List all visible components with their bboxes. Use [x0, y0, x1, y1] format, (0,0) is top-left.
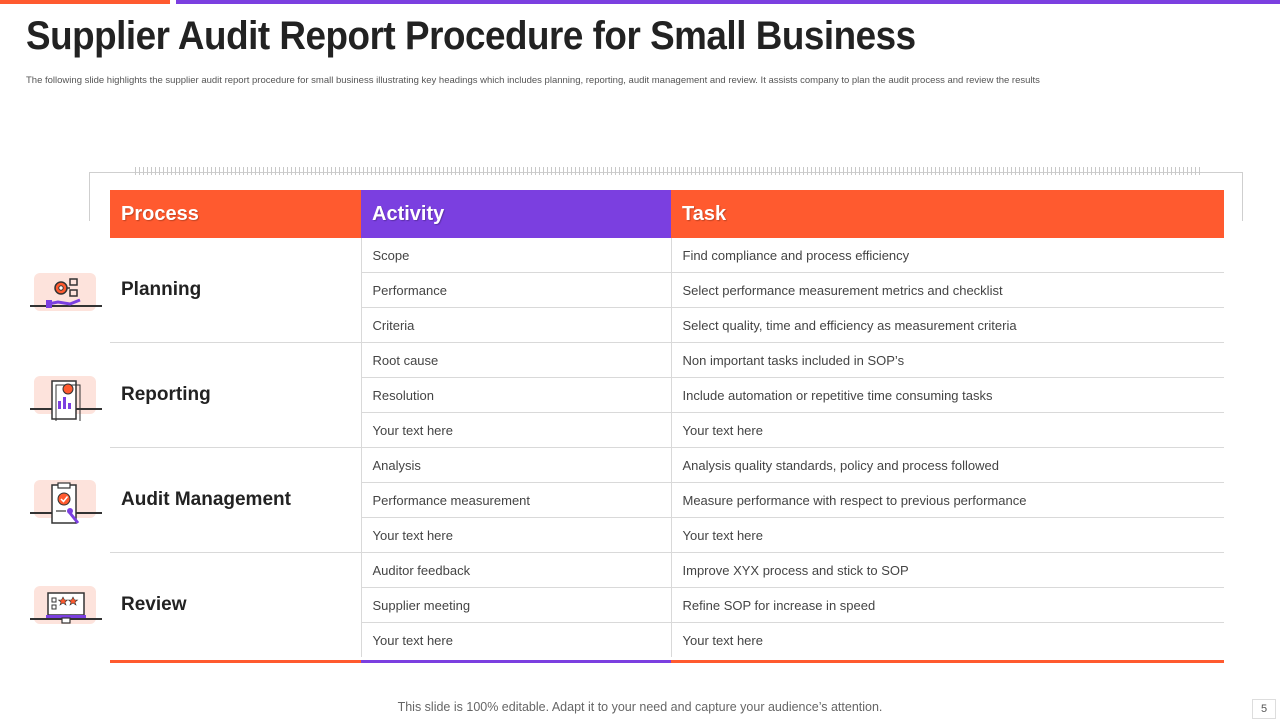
bottom-accent-process — [110, 660, 361, 663]
top-accent-orange — [0, 0, 170, 4]
activity-cell: Performance — [360, 272, 672, 308]
audit-procedure-table: Process Activity Task Planning Scope Find … — [110, 190, 1224, 657]
task-cell: Your text here — [682, 632, 763, 648]
slide-title: Supplier Audit Report Procedure for Smal… — [26, 14, 916, 58]
activity-cell: Your text here — [360, 622, 672, 657]
task-cell: Refine SOP for increase in speed — [671, 587, 1224, 623]
task-cell: Include automation or repetitive time co… — [671, 377, 1224, 413]
task-cell: Find compliance and process efficiency — [671, 238, 1224, 273]
table-row: Your text here Your text here — [110, 517, 1224, 553]
page-number: 5 — [1252, 699, 1276, 719]
activity-cell: Your text here — [360, 517, 672, 553]
activity-cell: Your text here — [360, 412, 672, 448]
table-row: Review Auditor feedback Improve XYX proces… — [110, 552, 1224, 615]
frame-hatch — [135, 167, 1203, 175]
footer-note: This slide is 100% editable. Adapt it to… — [397, 700, 883, 714]
activity-cell: Performance measurement — [360, 482, 672, 518]
audit-clipboard-icon — [30, 480, 102, 524]
task-cell: Analysis quality standards, policy and p… — [671, 447, 1224, 483]
task-cell: Select quality, time and efficiency as m… — [671, 307, 1224, 343]
task-cell: Your text here — [671, 412, 1224, 448]
table-row: Your text here Your text here — [110, 412, 1224, 448]
header-process: Process — [110, 190, 361, 238]
activity-cell: Auditor feedback — [360, 552, 672, 588]
task-cell: Select performance measurement metrics a… — [671, 272, 1224, 308]
activity-cell: Root cause — [360, 342, 672, 378]
activity-cell: Analysis — [360, 447, 672, 483]
table-row: Supplier meeting Refine SOP for increase … — [110, 587, 1224, 623]
table-row: Your text here Your text here — [110, 622, 1224, 657]
top-accent-purple — [176, 0, 1280, 4]
header-task: Task — [671, 190, 1224, 238]
activity-cell: Scope — [360, 238, 672, 273]
process-cell: Review — [121, 594, 187, 615]
table-row: Audit Management Analysis Analysis quality… — [110, 447, 1224, 553]
activity-cell: Criteria — [360, 307, 672, 343]
task-cell: Measure performance with respect to prev… — [671, 482, 1224, 518]
process-cell: Planning — [110, 238, 361, 343]
bottom-accent-activity — [361, 660, 671, 663]
table-row: Performance measurement Measure performan… — [110, 482, 1224, 518]
table-row: Resolution Include automation or repetiti… — [110, 377, 1224, 413]
bottom-accent-task — [671, 660, 1224, 663]
table-row: Performance Select performance measuremen… — [110, 272, 1224, 308]
task-cell: Your text here — [671, 517, 1224, 553]
gear-hand-icon — [30, 273, 102, 317]
process-cell: Audit Management — [110, 447, 361, 553]
slide-subtitle: The following slide highlights the suppl… — [26, 75, 1040, 86]
report-chart-icon — [30, 376, 102, 421]
task-cell: Improve XYX process and stick to SOP — [671, 552, 1224, 588]
task-cell: Non important tasks included in SOP’s — [671, 342, 1224, 378]
monitor-rating-icon — [30, 586, 102, 630]
table-header-row: Process Activity Task — [110, 190, 1224, 238]
table-row: Reporting Root cause Non important tasks i… — [110, 342, 1224, 448]
table-row: Criteria Select quality, time and efficie… — [110, 307, 1224, 343]
header-activity: Activity — [361, 190, 671, 238]
process-cell: Reporting — [110, 342, 361, 448]
activity-cell: Resolution — [360, 377, 672, 413]
table-row: Planning Scope Find compliance and process… — [110, 238, 1224, 343]
activity-cell: Supplier meeting — [360, 587, 672, 623]
